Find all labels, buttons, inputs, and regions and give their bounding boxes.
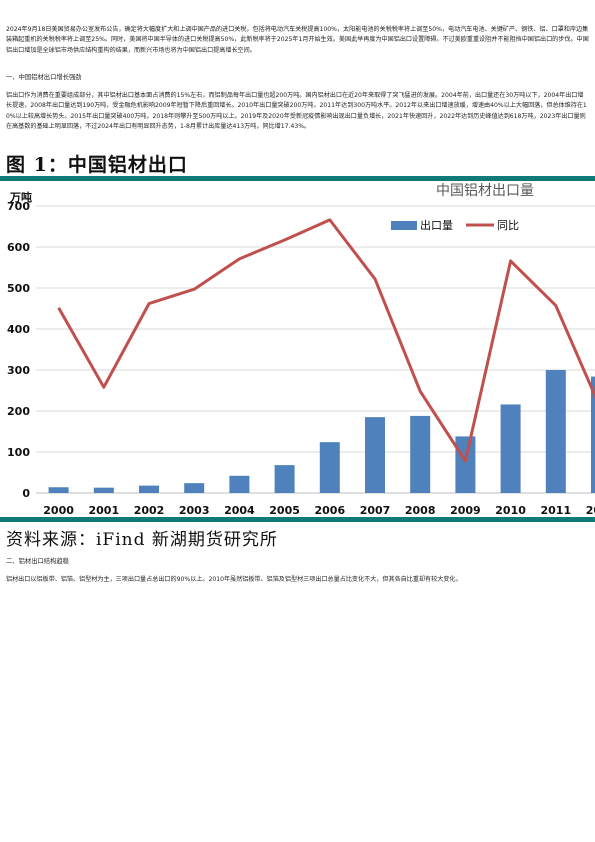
bar-export-2004 (229, 475, 250, 493)
x-tick-label: 2003 (179, 504, 210, 517)
x-tick-label: 2001 (88, 504, 119, 517)
y-tick-label: 700 (7, 200, 30, 213)
bar-export-2011 (545, 370, 566, 493)
bar-export-2001 (93, 487, 114, 493)
bar-export-2010 (500, 404, 521, 493)
bar-export-2009 (455, 436, 476, 493)
chart-title: 中国铝材出口量 (436, 183, 534, 199)
x-tick-label: 2011 (540, 504, 571, 517)
bar-export-2003 (184, 483, 205, 493)
legend-bar-label: 出口量 (420, 218, 453, 232)
bar-export-2012 (591, 376, 595, 493)
bar-export-2000 (48, 487, 69, 493)
intro-paragraph: 2024年9月18日美国贸易办公室发布公告，确定将大幅度扩大和上调中国产品的进口… (6, 26, 589, 54)
yoy-series-line (57, 218, 595, 463)
x-tick-label: 2006 (314, 504, 345, 517)
chart-legend: 出口量 同比 (391, 218, 519, 232)
y-axis-unit-label: 万吨 (9, 190, 32, 204)
bar-export-2006 (319, 442, 340, 493)
y-tick-label: 400 (7, 323, 30, 336)
source-note: 资料来源：iFind 新湖期货研究所 (6, 530, 278, 550)
x-tick-label: 2009 (450, 504, 481, 517)
y-tick-label: 200 (7, 405, 30, 418)
section2-paragraph: 铝材出口以铝板带、铝箔、铝型材为主，三项出口量占总出口的90%以上。2010年虽… (6, 576, 462, 583)
x-tick-label: 2000 (43, 504, 74, 517)
legend-line-label: 同比 (497, 219, 519, 232)
aluminum-export-chart: 中国铝材出口量 万吨 0 100 200 300 400 500 600 700 2000 20… (7, 183, 595, 517)
figure-title: 图 1：中国铝材出口 (6, 154, 188, 176)
bar-export-2002 (139, 485, 159, 493)
figure-bottom-rule (0, 517, 595, 522)
legend-bar-swatch (391, 221, 417, 230)
y-tick-label: 300 (7, 364, 30, 377)
x-tick-label: 2005 (269, 504, 300, 517)
bar-export-2005 (274, 465, 295, 493)
x-tick-label: 2010 (495, 504, 526, 517)
section1-paragraph: 铝出口作为消费在重要组成部分，其中铝材出口基本面占消费的15%左右，而铝制品每年… (6, 92, 587, 131)
figure-top-rule (0, 176, 595, 181)
x-tick-label: 2007 (360, 504, 391, 517)
x-tick-label: 2008 (405, 504, 436, 517)
section2-heading: 二、铝材出口结构趋稳 (6, 558, 69, 565)
section1-heading: 一、中国铝材出口增长强劲 (6, 74, 82, 81)
y-tick-label: 500 (7, 282, 30, 295)
y-tick-label: 600 (7, 241, 30, 254)
x-tick-label: 2012 (586, 504, 595, 517)
bar-export-2007 (365, 417, 385, 493)
y-tick-label: 100 (7, 446, 30, 459)
x-tick-label: 2002 (134, 504, 165, 517)
x-tick-label: 2004 (224, 504, 255, 517)
y-tick-label: 0 (22, 487, 30, 500)
bar-export-2008 (410, 415, 431, 493)
